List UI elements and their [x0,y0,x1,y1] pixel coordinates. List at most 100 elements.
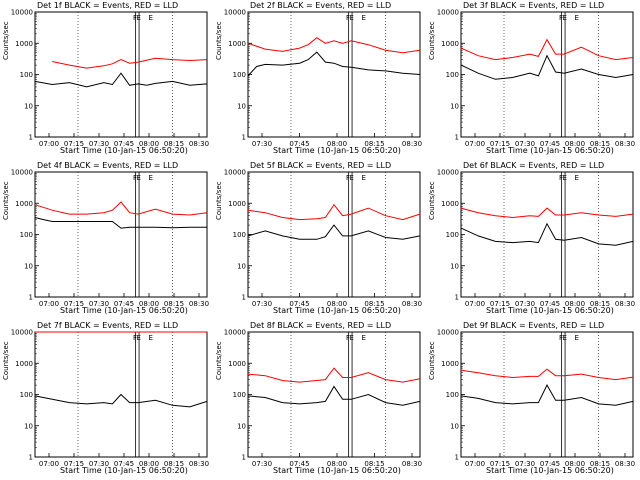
y-tick-label: 10 [450,102,459,110]
series-line-lld [460,207,634,219]
marker-label: E [149,174,153,182]
marker-label: F [559,14,563,22]
x-tick-label: 08:00 [139,140,159,148]
y-tick-label: 10 [237,422,246,430]
x-tick-label: 07:00 [465,300,485,308]
y-tick-label: 1000 [228,200,246,208]
x-tick-label: 07:45 [289,300,309,308]
y-tick-label: 100 [446,231,459,239]
chart-title: Det 7f BLACK = Events, RED = LLD [37,321,179,330]
chart-title: Det 5f BLACK = Events, RED = LLD [250,161,392,170]
marker-label: E [562,334,566,342]
x-tick-label: 07:00 [465,460,485,468]
chart-panel-9: Det 9f BLACK = Events, RED = LLD Counts/… [426,320,639,480]
y-tick-label: 10000 [224,9,246,17]
x-tick-label: 08:00 [139,300,159,308]
series-line-events [34,217,207,229]
marker-label: E [136,14,140,22]
x-tick-label: 07:00 [39,140,59,148]
series-line-events [247,385,421,406]
y-tick-label: 100 [233,231,246,239]
x-tick-label: 07:15 [490,460,510,468]
plot-frame [247,171,421,298]
x-tick-label: 08:00 [327,300,347,308]
y-tick-label: 10000 [11,9,33,17]
series-line-lld [460,38,634,61]
chart-panel-2: Det 2f BLACK = Events, RED = LLD Counts/… [213,0,426,160]
x-axis-label: Start Time (10-Jan-15 06:50:20) [273,466,401,475]
plot-frame [460,331,634,458]
y-tick-label: 100 [20,231,33,239]
y-tick-label: 1 [29,134,33,142]
y-tick-label: 100 [446,71,459,79]
x-tick-label: 08:00 [565,300,585,308]
x-tick-label: 08:15 [164,300,184,308]
x-tick-label: 07:45 [114,140,134,148]
marker-label: F [133,174,137,182]
y-tick-label: 10000 [437,169,459,177]
x-axis-label: Start Time (10-Jan-15 06:50:20) [60,466,188,475]
y-tick-label: 1 [242,454,246,462]
plot-frame [247,11,421,138]
chart-panel-5: Det 5f BLACK = Events, RED = LLD Counts/… [213,160,426,320]
y-tick-label: 100 [233,71,246,79]
chart-title: Det 1f BLACK = Events, RED = LLD [37,1,179,10]
y-tick-label: 1000 [441,200,459,208]
x-tick-label: 08:30 [189,140,209,148]
x-tick-label: 07:15 [490,300,510,308]
x-tick-label: 08:00 [139,460,159,468]
x-tick-label: 07:45 [289,140,309,148]
y-tick-label: 100 [20,391,33,399]
marker-label: E [362,14,366,22]
x-tick-label: 07:45 [540,140,560,148]
plot-area: 1 10 100 1000 10000 07:30 07:45 08:00 08:15 08:30… [224,329,422,469]
x-axis-label: Start Time (10-Jan-15 06:50:20) [60,146,188,155]
x-tick-label: 08:30 [402,300,422,308]
y-tick-label: 1000 [15,360,33,368]
series-line-lld [247,367,421,383]
x-tick-label: 07:45 [540,460,560,468]
series-line-events [34,72,208,88]
marker-label: E [562,14,566,22]
marker-label: E [149,14,153,22]
series-line-lld [34,201,208,216]
marker-label: F [346,334,350,342]
x-tick-label: 08:00 [327,460,347,468]
chart-panel-6: Det 6f BLACK = Events, RED = LLD Counts/… [426,160,639,320]
series-line-events [247,224,421,240]
x-tick-label: 08:00 [565,460,585,468]
y-tick-label: 100 [233,391,246,399]
y-tick-label: 1 [455,294,459,302]
marker-label: E [362,334,366,342]
x-tick-label: 07:00 [39,300,59,308]
x-tick-label: 08:30 [615,300,635,308]
y-tick-label: 10000 [11,169,33,177]
x-tick-label: 07:30 [89,140,109,148]
x-axis-label: Start Time (10-Jan-15 06:50:20) [273,146,401,155]
x-tick-label: 07:15 [490,140,510,148]
chart-panel-7: Det 7f BLACK = Events, RED = LLD Counts/… [0,320,213,480]
marker-label: E [575,334,579,342]
marker-label: F [559,174,563,182]
marker-label: F [133,14,137,22]
chart-title: Det 6f BLACK = Events, RED = LLD [463,161,605,170]
y-tick-label: 1000 [15,200,33,208]
y-tick-label: 1 [455,454,459,462]
x-axis-label: Start Time (10-Jan-15 06:50:20) [60,306,188,315]
plot-area: 1 10 100 1000 10000 07:00 07:15 07:30 07:45 08:00… [437,169,635,309]
y-tick-label: 10 [450,422,459,430]
y-tick-label: 10000 [437,329,459,337]
series-line-lld [52,57,208,69]
plot-frame [247,331,421,458]
x-tick-label: 07:45 [540,300,560,308]
x-tick-label: 07:30 [89,460,109,468]
x-tick-label: 07:30 [252,460,272,468]
x-tick-label: 07:45 [114,300,134,308]
x-tick-label: 08:15 [590,300,610,308]
chart-panel-3: Det 3f BLACK = Events, RED = LLD Counts/… [426,0,639,160]
chart-title: Det 9f BLACK = Events, RED = LLD [463,321,605,330]
y-tick-label: 100 [20,71,33,79]
y-tick-label: 1 [455,134,459,142]
marker-label: E [136,174,140,182]
